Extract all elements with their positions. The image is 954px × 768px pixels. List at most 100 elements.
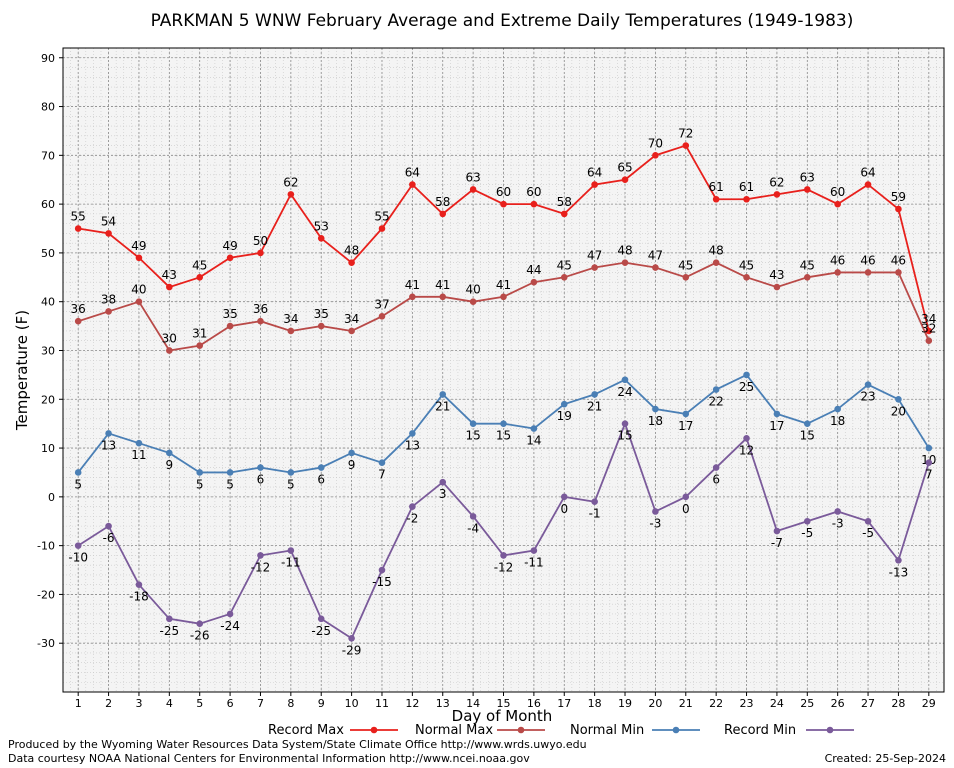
- data-point: [500, 552, 507, 559]
- legend-marker: [517, 726, 525, 734]
- data-point: [773, 527, 781, 535]
- data-label: 21: [435, 399, 450, 413]
- data-label: 49: [131, 239, 146, 253]
- data-point: [409, 181, 416, 188]
- data-label: 64: [587, 166, 602, 180]
- data-label: 46: [830, 253, 845, 267]
- data-point: [469, 420, 477, 427]
- data-point: [257, 317, 264, 325]
- data-point: [530, 425, 538, 432]
- data-label: 13: [405, 438, 420, 452]
- data-point: [348, 327, 355, 335]
- data-point: [105, 430, 112, 437]
- legend-marker: [370, 726, 378, 734]
- data-point: [378, 225, 386, 232]
- data-label: 61: [709, 180, 724, 194]
- data-label: 31: [192, 327, 207, 341]
- data-point: [500, 200, 507, 208]
- data-label: 21: [587, 399, 602, 413]
- x-tick-label: 29: [922, 697, 936, 710]
- x-tick-label: 5: [196, 697, 203, 710]
- data-point: [743, 195, 750, 203]
- data-label: -11: [281, 556, 301, 570]
- data-label: -13: [889, 565, 909, 579]
- y-tick-label: 30: [41, 344, 55, 357]
- data-point: [166, 283, 173, 291]
- data-label: 40: [465, 283, 480, 297]
- data-point: [652, 264, 659, 271]
- data-label: -3: [832, 516, 844, 530]
- x-tick-label: 10: [345, 697, 359, 710]
- y-tick-label: 80: [41, 101, 55, 114]
- data-point: [135, 581, 143, 588]
- data-label: 63: [800, 170, 815, 184]
- data-label: 23: [860, 390, 875, 404]
- data-point: [135, 254, 143, 262]
- data-label: -5: [801, 526, 813, 540]
- data-point: [803, 517, 811, 525]
- data-label: -11: [524, 556, 544, 570]
- data-point: [773, 191, 781, 198]
- data-label: 7: [378, 468, 386, 482]
- data-point: [378, 566, 386, 574]
- data-point: [530, 278, 538, 286]
- data-point: [317, 615, 325, 623]
- data-point: [652, 508, 659, 515]
- data-point: [712, 464, 720, 471]
- data-label: 38: [101, 292, 116, 306]
- data-point: [317, 322, 325, 330]
- data-point: [773, 410, 781, 418]
- data-label: -26: [190, 629, 210, 643]
- y-tick-label: 90: [41, 52, 55, 65]
- data-point: [135, 439, 143, 447]
- data-label: 17: [678, 419, 693, 433]
- data-point: [257, 464, 264, 471]
- x-tick-label: 24: [770, 697, 784, 710]
- data-point: [925, 459, 933, 466]
- data-label: 15: [496, 429, 511, 443]
- data-point: [834, 269, 841, 276]
- data-label: -18: [129, 590, 149, 604]
- data-label: 6: [317, 473, 325, 487]
- y-axis-label: Temperature (F): [13, 310, 31, 431]
- data-point: [226, 254, 234, 262]
- data-point: [409, 293, 416, 301]
- data-point: [621, 259, 629, 266]
- data-label: 18: [830, 414, 845, 428]
- data-label: 54: [101, 214, 116, 228]
- data-label: 15: [465, 429, 480, 443]
- data-point: [560, 274, 568, 281]
- data-point: [682, 274, 690, 281]
- series-normal-min: 5 13 11 9 5 5 6 5 6 9 7 13 21 15 15 14 19 21 24 18 17 22 25 17 1…: [74, 371, 936, 491]
- x-tick-label: 7: [257, 697, 264, 710]
- data-label: 46: [860, 253, 875, 267]
- data-label: -12: [494, 560, 514, 574]
- data-point: [530, 547, 538, 554]
- legend-marker: [826, 726, 834, 734]
- legend-label: Record Min: [724, 723, 796, 738]
- y-tick-label: 50: [41, 247, 55, 260]
- data-point: [773, 283, 781, 291]
- data-label: 58: [557, 195, 572, 209]
- data-point: [226, 469, 234, 476]
- data-point: [560, 400, 568, 408]
- x-tick-label: 2: [105, 697, 112, 710]
- data-label: -3: [649, 516, 661, 530]
- data-point: [682, 410, 690, 418]
- footer-produced-by: Produced by the Wyoming Water Resources …: [8, 738, 587, 751]
- data-point: [257, 552, 264, 559]
- data-point: [439, 478, 447, 486]
- data-point: [74, 317, 82, 325]
- data-point: [348, 259, 355, 266]
- data-point: [196, 342, 204, 349]
- data-label: 30: [162, 331, 177, 345]
- series-record-min: -10-6-18-25 -26-24-12 -11-25-29-15-23-4-12…: [68, 420, 933, 657]
- data-label: 50: [253, 234, 268, 248]
- data-label: 55: [71, 210, 86, 224]
- data-point: [74, 542, 82, 549]
- y-tick-label: 10: [41, 442, 55, 455]
- x-tick-label: 17: [557, 697, 571, 710]
- data-label: 0: [560, 502, 568, 516]
